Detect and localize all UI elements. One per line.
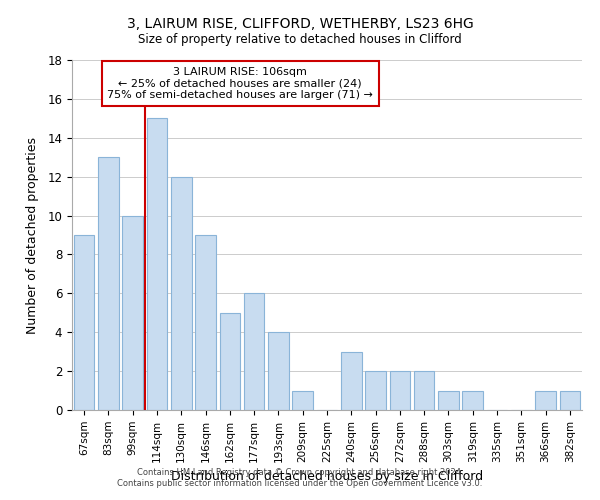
Bar xyxy=(414,371,434,410)
Text: 3, LAIRUM RISE, CLIFFORD, WETHERBY, LS23 6HG: 3, LAIRUM RISE, CLIFFORD, WETHERBY, LS23… xyxy=(127,18,473,32)
Bar xyxy=(535,390,556,410)
Bar xyxy=(171,176,191,410)
Bar xyxy=(389,371,410,410)
Bar xyxy=(463,390,483,410)
Bar xyxy=(122,216,143,410)
Bar xyxy=(438,390,459,410)
X-axis label: Distribution of detached houses by size in Clifford: Distribution of detached houses by size … xyxy=(171,470,483,483)
Bar xyxy=(292,390,313,410)
Text: Contains HM Land Registry data © Crown copyright and database right 2024.
Contai: Contains HM Land Registry data © Crown c… xyxy=(118,468,482,487)
Bar xyxy=(244,294,265,410)
Bar xyxy=(341,352,362,410)
Text: Size of property relative to detached houses in Clifford: Size of property relative to detached ho… xyxy=(138,32,462,46)
Text: 3 LAIRUM RISE: 106sqm
← 25% of detached houses are smaller (24)
75% of semi-deta: 3 LAIRUM RISE: 106sqm ← 25% of detached … xyxy=(107,67,373,100)
Bar xyxy=(220,313,240,410)
Bar xyxy=(98,157,119,410)
Bar xyxy=(195,235,216,410)
Bar xyxy=(560,390,580,410)
Bar xyxy=(74,235,94,410)
Y-axis label: Number of detached properties: Number of detached properties xyxy=(26,136,39,334)
Bar xyxy=(365,371,386,410)
Bar xyxy=(146,118,167,410)
Bar xyxy=(268,332,289,410)
